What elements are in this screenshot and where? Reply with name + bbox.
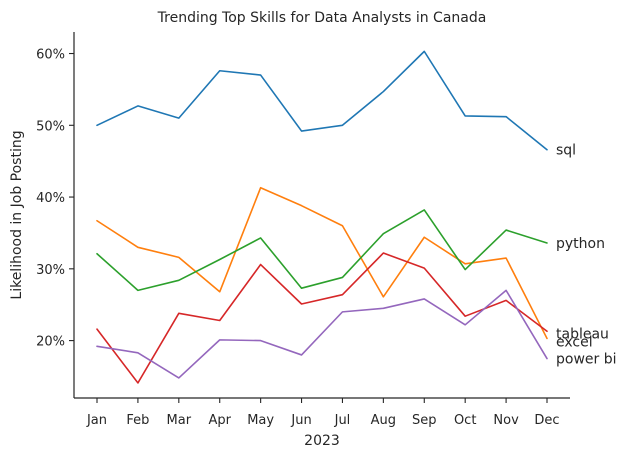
series-end-labels: sql excel python tableau power bi: [556, 143, 617, 368]
x-tick-label: Apr: [208, 413, 231, 428]
x-tick-label: Jul: [334, 413, 351, 428]
x-tick-label: Dec: [534, 413, 559, 428]
x-tick-label: May: [247, 413, 274, 428]
series-line-tableau: [96, 252, 548, 384]
axes: Jan Feb Mar Apr May Jun Jul Aug Sep Oct Nov Dec 20%…: [36, 32, 570, 428]
x-tick-label: Oct: [454, 413, 476, 428]
x-axis-ticks: Jan Feb Mar Apr May Jun Jul Aug Sep Oct Nov Dec: [86, 398, 560, 428]
series-label-excel: excel: [556, 334, 593, 350]
y-tick-label: 20%: [36, 335, 65, 350]
series-label-tableau: tableau: [556, 326, 609, 342]
x-axis-label: 2023: [304, 433, 340, 449]
y-tick-label: 50%: [36, 119, 65, 134]
x-tick-label: Mar: [167, 413, 192, 428]
y-axis-ticks: 20% 30% 40% 50% 60%: [36, 48, 74, 350]
series-line-excel: [96, 186, 548, 340]
x-tick-label: Aug: [371, 413, 396, 428]
plot-lines: [96, 50, 548, 384]
series-line-power-bi: [96, 289, 548, 379]
x-tick-label: Nov: [493, 413, 519, 428]
chart-title: Trending Top Skills for Data Analysts in…: [157, 10, 487, 26]
y-axis-label: Likelihood in Job Posting: [9, 130, 25, 299]
x-tick-label: Jun: [290, 413, 311, 428]
series-line-sql: [96, 50, 548, 151]
x-tick-label: Sep: [412, 413, 437, 428]
y-tick-label: 60%: [36, 48, 65, 63]
x-tick-label: Feb: [126, 413, 149, 428]
series-label-python: python: [556, 236, 605, 252]
x-tick-label: Jan: [86, 413, 107, 428]
y-tick-label: 40%: [36, 191, 65, 206]
series-line-python: [96, 209, 548, 292]
series-label-power-bi: power bi: [556, 352, 617, 368]
y-tick-label: 30%: [36, 263, 65, 278]
series-label-sql: sql: [556, 143, 576, 159]
